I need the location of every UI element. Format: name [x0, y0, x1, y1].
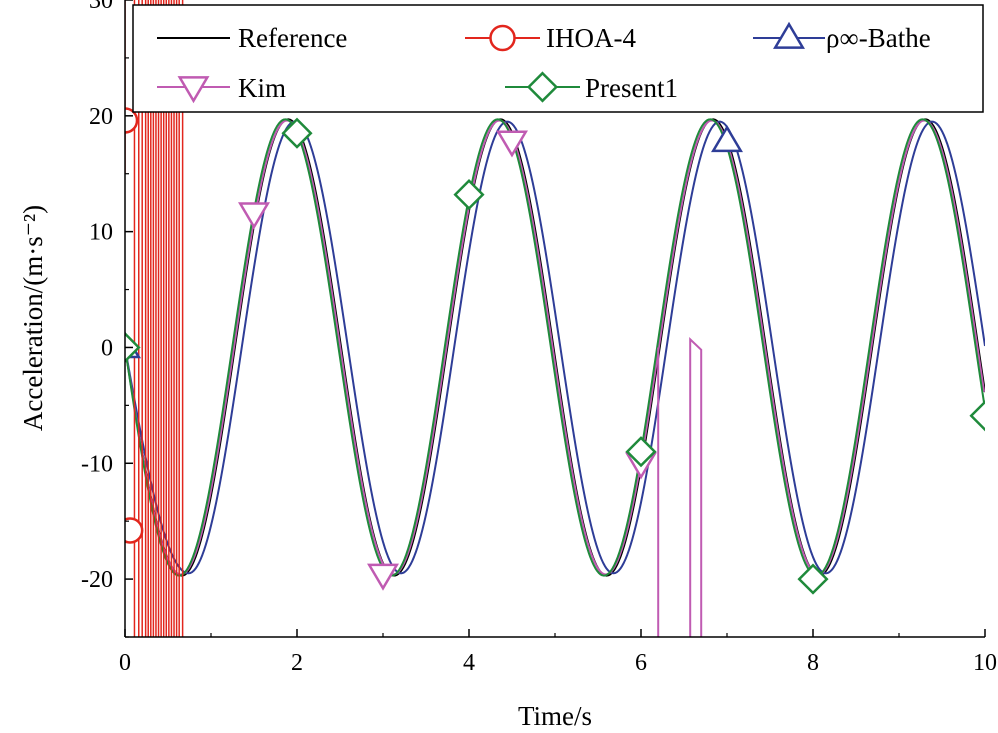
marker-layer	[125, 107, 985, 595]
legend-label-present1: Present1	[585, 73, 678, 103]
y-tick-label: -20	[81, 567, 113, 593]
marker-kim	[367, 563, 399, 591]
marker-present1	[453, 179, 485, 211]
marker-present1	[969, 400, 985, 432]
legend-label-kim: Kim	[238, 73, 286, 103]
x-tick-label: 6	[635, 650, 647, 676]
x-axis-title: Time/s	[518, 701, 592, 731]
legend-box	[132, 4, 984, 113]
series-line-present1	[125, 118, 985, 577]
legend: Reference IHOA-4 ρ∞-Bathe Kim Present1	[132, 4, 984, 113]
legend-label-bathe: ρ∞-Bathe	[826, 23, 931, 53]
y-tick-label: 0	[101, 335, 113, 361]
x-tick-label: 2	[291, 650, 303, 676]
legend-marker-present1	[526, 71, 559, 103]
legend-marker-kim	[177, 76, 210, 104]
y-tick-label: 30	[89, 0, 113, 14]
x-tick-label: 0	[119, 650, 131, 676]
marker-bathe	[711, 125, 743, 153]
marker-present1	[281, 117, 313, 149]
spike-peak-0	[689, 337, 703, 637]
marker-kim	[238, 202, 270, 230]
legend-symbols	[157, 21, 825, 104]
x-tick-label: 8	[807, 650, 819, 676]
x-tick-label: 4	[463, 650, 475, 676]
y-tick-label: -10	[81, 451, 113, 477]
marker-present1	[797, 563, 829, 595]
marker-ihoa-4	[125, 107, 139, 134]
legend-marker-ihoa-4	[489, 24, 516, 52]
y-tick-label: 20	[89, 104, 113, 130]
x-tick-label: 10	[973, 650, 997, 676]
legend-label-ihoa4: IHOA-4	[546, 23, 636, 53]
marker-ihoa-4	[125, 517, 144, 544]
tick-layer: 0 2 4 6 8 10 -20 -10 0 10 20 30	[81, 0, 997, 676]
y-tick-label: 10	[89, 220, 113, 246]
series-line-bathe	[125, 120, 985, 575]
marker-kim	[496, 130, 528, 158]
marker-present1	[625, 436, 657, 468]
series-line-kim	[125, 119, 985, 576]
legend-marker-bathe	[773, 21, 805, 49]
y-axis-title: Acceleration/(m·s⁻²)	[18, 205, 48, 431]
legend-label-reference: Reference	[238, 23, 347, 53]
